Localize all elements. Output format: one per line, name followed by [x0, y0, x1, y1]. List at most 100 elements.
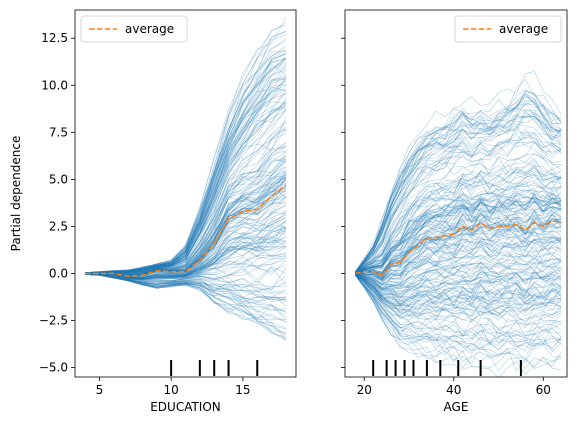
- ice-curve: [355, 128, 562, 273]
- legend-average-label: average: [499, 22, 548, 36]
- ice-curve: [355, 274, 562, 307]
- panel-age: 20 40 60 AGE average: [341, 9, 568, 414]
- ice-curve: [84, 85, 287, 274]
- ice-curve: [84, 34, 287, 273]
- ice-curve: [84, 45, 287, 273]
- ice-curve: [355, 217, 562, 281]
- ice-curve: [84, 57, 287, 274]
- ice-curve: [84, 273, 287, 303]
- ice-curve: [84, 273, 287, 302]
- ice-curve: [355, 171, 562, 274]
- ice-curve: [355, 208, 562, 274]
- ice-curve: [84, 107, 287, 274]
- average-line-age: [355, 220, 562, 277]
- ice-curve: [355, 192, 562, 274]
- ice-curve: [84, 274, 287, 341]
- ice-curve: [355, 196, 562, 274]
- y-tick-label: 2.5: [49, 219, 68, 233]
- ice-curve: [84, 53, 287, 274]
- ice-curve: [355, 273, 562, 296]
- ice-curve: [84, 75, 287, 274]
- ice-curve: [355, 165, 562, 273]
- ice-curve: [84, 236, 287, 279]
- ice-curve: [84, 103, 287, 274]
- ice-curve: [84, 244, 287, 280]
- ice-curve: [355, 94, 562, 272]
- ice-curve: [355, 230, 562, 280]
- ice-curve: [355, 232, 562, 280]
- ice-curve: [84, 274, 287, 323]
- ice-curve: [355, 224, 562, 279]
- ice-curve: [355, 174, 562, 274]
- ice-curve: [84, 89, 287, 274]
- ice-curve: [84, 274, 287, 330]
- ice-lines-age: [355, 71, 562, 377]
- ice-curve: [355, 274, 562, 304]
- ice-curve: [84, 211, 287, 279]
- ice-curve: [84, 128, 287, 275]
- ice-curve: [84, 78, 287, 274]
- ice-curve: [355, 258, 562, 289]
- ice-curve: [355, 232, 562, 281]
- ice-curve: [355, 274, 562, 343]
- ice-curve: [355, 259, 562, 290]
- ice-curve: [84, 50, 287, 274]
- ice-curve: [355, 200, 562, 274]
- ice-curve: [355, 190, 562, 274]
- ice-curve: [84, 273, 287, 303]
- ice-curve: [355, 274, 562, 317]
- ice-curve: [355, 199, 562, 274]
- x-tick-label: 40: [446, 383, 461, 397]
- ice-curve: [355, 239, 562, 282]
- ice-curve: [355, 195, 562, 274]
- ice-curve: [355, 273, 562, 299]
- ice-curve: [355, 210, 562, 274]
- ice-curve: [84, 30, 287, 273]
- ice-curve: [355, 274, 562, 311]
- ice-curve: [84, 101, 287, 274]
- ice-curve: [355, 237, 562, 283]
- ice-curve: [355, 240, 562, 285]
- ice-curve: [84, 53, 287, 273]
- ice-curve: [355, 211, 562, 274]
- ice-curve: [355, 274, 562, 322]
- ice-curve: [355, 103, 562, 273]
- rug-education: [170, 360, 259, 376]
- ice-curve: [355, 274, 562, 306]
- ice-curve: [84, 274, 287, 320]
- y-tick-label: 10.0: [41, 78, 68, 92]
- ice-curve: [355, 96, 562, 273]
- ice-curve: [355, 137, 562, 273]
- ice-curve: [355, 233, 562, 280]
- ice-curve: [84, 80, 287, 274]
- ice-curve: [84, 241, 287, 280]
- ice-curve: [355, 274, 562, 307]
- ice-curve: [355, 113, 562, 273]
- panel-education: 5 10 15 −5.0 −2.5 0.0 2.5 5.0 7.5 10.0 12.5 EDUCA…: [9, 9, 297, 414]
- ice-curve: [355, 274, 562, 344]
- ice-curve: [355, 274, 562, 323]
- ice-curve: [355, 274, 562, 325]
- ice-curve: [84, 273, 287, 294]
- axes-frame-education: [74, 9, 297, 378]
- ice-curve: [84, 92, 287, 274]
- x-axis-label-age: AGE: [444, 400, 469, 414]
- ice-curve: [84, 211, 287, 278]
- axes-frame-age: [344, 9, 568, 378]
- ice-curve: [84, 41, 287, 273]
- ice-curve: [84, 274, 287, 336]
- ice-curve: [355, 221, 562, 281]
- ice-curve: [84, 77, 287, 274]
- ice-curve: [84, 254, 287, 280]
- ice-curve: [355, 111, 562, 273]
- ice-curve: [84, 93, 287, 274]
- ice-curve: [84, 159, 287, 276]
- ice-curve: [84, 273, 287, 292]
- ice-curve: [355, 274, 562, 317]
- ice-curve: [355, 274, 562, 329]
- ice-curve: [355, 274, 562, 333]
- ice-curve: [355, 258, 562, 289]
- ice-curve: [84, 22, 287, 273]
- ice-curve: [84, 106, 287, 274]
